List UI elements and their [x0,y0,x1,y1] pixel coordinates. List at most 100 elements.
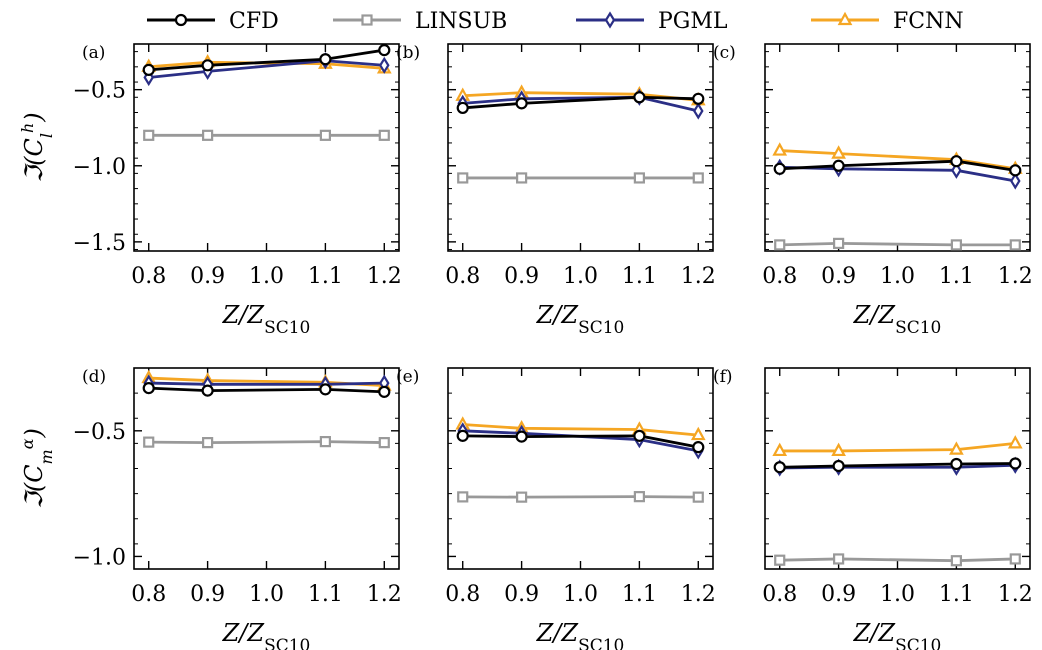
x-tick-label: 1.0 [563,264,598,289]
data-point [774,239,786,251]
x-tick-label: 1.0 [249,582,284,607]
panel-c: (c) 0.8 0.9 1.0 1.1 1.2 Z/ZSC10 [713,43,1033,338]
x-tick-label: 1.0 [880,582,915,607]
data-point [142,382,155,395]
series-line [462,95,699,110]
data-point [772,142,788,156]
data-point [950,239,962,251]
series-line [462,434,699,449]
panel-label: (e) [396,367,419,387]
legend-marker [837,11,853,26]
legend-marker [361,14,373,26]
x-tick-label: 0.9 [190,582,225,607]
data-point [1009,164,1022,177]
y-tick-label: −0.5 [73,420,126,445]
axes-frame [447,43,714,252]
data-point [692,102,704,120]
series-cfd [456,91,705,115]
series-line [779,441,1016,453]
series-fcnn [141,53,392,74]
data-point [772,442,788,457]
data-point [319,383,332,396]
x-tick-label: 0.8 [131,264,166,289]
data-point [378,437,390,449]
legend-item-linsub: LINSUB [333,9,507,34]
legend-item-fcnn: FCNN [811,9,964,34]
x-tick-label: 1.1 [622,582,657,607]
x-tick-label: 1.2 [681,582,716,607]
data-point [143,436,155,448]
data-point [1007,435,1023,449]
x-tick-label: 0.8 [445,264,480,289]
series-cfd [142,382,391,398]
panel-d: (d) 0.8 0.9 1.0 1.1 1.2 −0.5 −1.0 Z/ZSC10 ℑ(Cmα) [18,367,402,650]
legend-item-pgml: PGML [576,9,728,34]
data-point [456,429,469,442]
series-linsub [143,436,390,449]
y-tick-label: −1.5 [73,231,126,256]
series-fcnn [772,435,1023,457]
series-line [779,462,1016,469]
data-point [201,59,214,72]
axes-frame [764,43,1031,252]
x-tick-label: 1.1 [622,264,657,289]
data-point [633,429,646,442]
data-point [378,385,391,398]
series-cfd [142,43,391,76]
axes-frame [447,367,714,570]
data-point [692,92,705,105]
data-point [831,442,846,457]
panel-label: (c) [713,43,736,63]
data-point [951,161,962,179]
data-point [692,172,704,184]
x-axis-label: Z/ZSC10 [222,301,311,338]
x-axis-label: Z/ZSC10 [222,619,311,650]
legend-marker [174,13,188,27]
panels: (a) 0.8 0.9 1.0 1.1 1.2 −0.5 −1.0 −1.5 Z/ZSC10 ℑ(C… [18,43,1033,650]
panel-label: (b) [396,43,420,63]
x-tick-label: 0.9 [821,582,856,607]
x-tick-label: 1.0 [249,264,284,289]
data-point [1009,239,1021,251]
data-point [1009,553,1021,565]
series-cfd [773,155,1022,177]
data-point [142,63,155,76]
x-tick-label: 0.9 [504,264,539,289]
x-axis-label: Z/ZSC10 [853,301,942,338]
x-tick-label: 1.1 [939,582,974,607]
panel-label: (a) [82,43,105,63]
legend-label: LINSUB [415,9,507,34]
data-point [774,554,786,566]
series-linsub [774,553,1021,567]
series-line [148,59,385,79]
legend-label: CFD [229,9,279,34]
x-tick-label: 1.0 [563,582,598,607]
data-point [378,129,390,141]
data-point [319,129,331,141]
y-axis-label: ℑ(Cmα) [18,428,56,509]
data-point [201,384,214,397]
data-point [516,172,528,184]
panel-label: (d) [82,367,106,387]
data-point [833,237,845,249]
data-point [319,53,332,66]
y-tick-label: −1.0 [73,155,126,180]
data-point [202,129,214,141]
x-tick-label: 1.2 [367,582,402,607]
series-line [462,423,699,437]
series-line [462,495,699,499]
series-linsub [774,237,1021,251]
data-point [833,553,845,565]
x-tick-label: 0.9 [504,582,539,607]
x-tick-label: 1.1 [308,582,343,607]
x-axis-label: Z/ZSC10 [536,301,625,338]
data-point [456,101,469,115]
data-point [950,555,962,567]
panel-a: (a) 0.8 0.9 1.0 1.1 1.2 −0.5 −1.0 −1.5 Z/ZSC10 ℑ(C… [18,43,402,338]
legend-item-cfd: CFD [147,9,279,34]
panel-label: (f) [713,367,733,387]
data-point [143,129,155,141]
x-axis-label: Z/ZSC10 [536,619,625,650]
data-point [457,172,469,184]
